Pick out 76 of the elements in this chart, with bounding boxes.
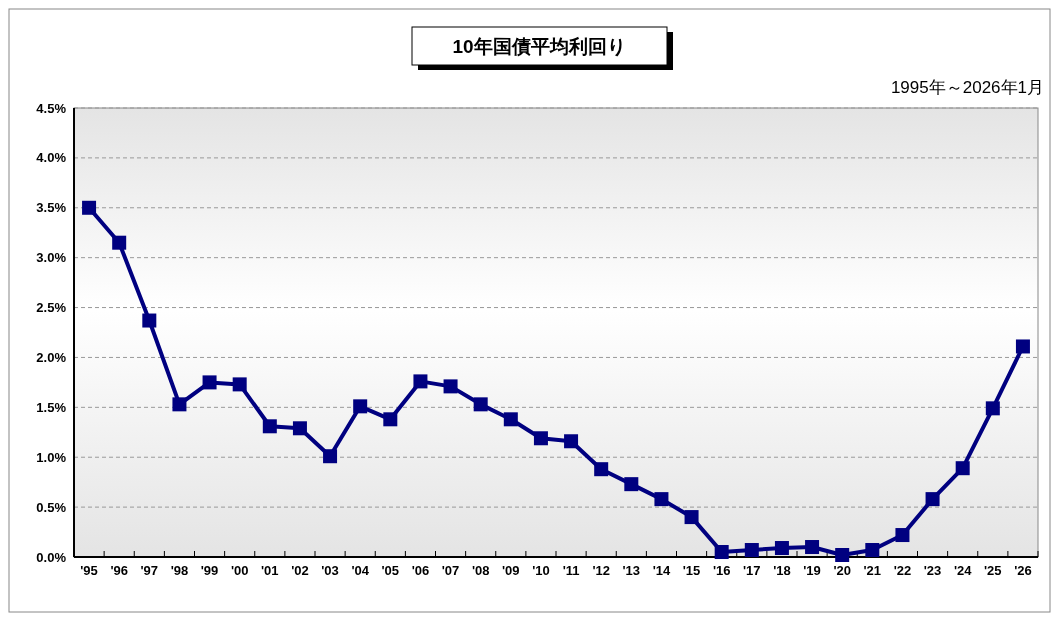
point	[774, 541, 789, 556]
x-tick-label: '01	[261, 563, 279, 578]
point	[1015, 339, 1030, 354]
x-tick-label: '11	[562, 563, 580, 578]
x-tick-label: '13	[622, 563, 641, 578]
x-tick-label: '19	[803, 563, 821, 578]
x-tick-label: '25	[984, 563, 1002, 578]
x-tick-label: '09	[502, 563, 520, 578]
x-tick-label: '08	[471, 563, 490, 578]
point	[714, 545, 729, 560]
y-tick-label: 1.0%	[36, 449, 67, 465]
x-tick-label: '05	[381, 563, 400, 578]
x-tick-label: '23	[923, 563, 942, 578]
x-tick-label: '15	[682, 563, 701, 578]
x-tick-label: '16	[712, 563, 731, 578]
point	[112, 235, 127, 250]
point	[895, 528, 910, 543]
point	[262, 419, 277, 434]
x-tick-label: '95	[80, 563, 98, 578]
point	[413, 374, 428, 389]
x-tick-label: '22	[893, 563, 912, 578]
point	[805, 540, 820, 555]
chart-subtitle: 1995年～2026年1月	[890, 78, 1044, 97]
x-tick-label: '07	[441, 563, 460, 578]
point	[82, 200, 97, 215]
point	[654, 492, 669, 507]
x-tick-label: '02	[291, 563, 309, 578]
point	[353, 399, 368, 414]
x-tick-label: '00	[230, 563, 249, 578]
y-tick-label: 2.5%	[36, 300, 67, 316]
x-tick-label: '97	[140, 563, 159, 578]
x-tick-label: '99	[200, 563, 219, 578]
x-tick-label: '98	[170, 563, 189, 578]
point	[533, 431, 548, 446]
point	[594, 462, 609, 477]
y-tick-label: 3.5%	[36, 200, 67, 216]
x-tick-label: '96	[110, 563, 128, 578]
point	[955, 461, 970, 476]
point	[503, 412, 518, 427]
point	[142, 313, 157, 328]
point	[383, 412, 398, 427]
y-tick-label: 0.0%	[36, 549, 67, 565]
x-tick-label: '03	[321, 563, 339, 578]
x-tick-label: '17	[743, 563, 761, 578]
y-tick-label: 2.0%	[36, 349, 67, 365]
point	[985, 401, 1000, 416]
x-tick-label: '18	[773, 563, 791, 578]
y-tick-label: 3.0%	[36, 250, 67, 266]
point	[684, 510, 699, 525]
x-tick-label: '21	[863, 563, 882, 578]
point	[172, 397, 187, 412]
y-tick-label: 4.0%	[36, 150, 67, 166]
point	[835, 548, 850, 562]
x-tick-label: '10	[532, 563, 550, 578]
point	[564, 434, 579, 449]
x-tick-label: '04	[351, 563, 370, 578]
point	[473, 397, 488, 412]
x-tick-label: '12	[592, 563, 610, 578]
point	[925, 492, 940, 507]
point	[202, 375, 217, 390]
point	[232, 377, 247, 392]
point	[443, 379, 458, 394]
point	[292, 421, 307, 436]
x-tick-label: '06	[411, 563, 430, 578]
point	[744, 543, 759, 558]
y-tick-label: 1.5%	[36, 399, 67, 415]
point	[865, 543, 880, 558]
x-tick-label: '14	[652, 563, 671, 578]
x-tick-label: '24	[953, 563, 973, 578]
y-tick-label: 4.5%	[36, 100, 67, 116]
x-tick-label: '20	[833, 563, 851, 578]
point	[624, 477, 639, 492]
point	[323, 449, 338, 464]
y-tick-label: 0.5%	[36, 499, 67, 515]
x-tick-label: '26	[1014, 563, 1032, 578]
chart-title: 10年国債平均利回り	[452, 36, 626, 57]
